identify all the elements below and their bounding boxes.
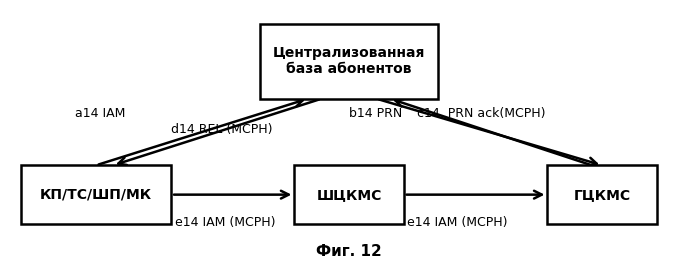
Text: a14 IAM: a14 IAM (75, 107, 126, 120)
Text: e14 IAM (MCPH): e14 IAM (MCPH) (407, 216, 507, 229)
Text: Централизованная
база абонентов: Централизованная база абонентов (273, 46, 425, 76)
Text: ШЦКМС: ШЦКМС (316, 188, 382, 202)
FancyBboxPatch shape (21, 165, 171, 224)
Text: e14 IAM (MCPH): e14 IAM (MCPH) (174, 216, 275, 229)
Text: КП/ТС/ШП/МК: КП/ТС/ШП/МК (40, 188, 152, 202)
FancyBboxPatch shape (260, 24, 438, 99)
Text: ГЦКМС: ГЦКМС (574, 188, 631, 202)
FancyBboxPatch shape (547, 165, 657, 224)
Text: Фиг. 12: Фиг. 12 (316, 244, 382, 259)
Text: b14 PRN: b14 PRN (349, 107, 402, 120)
FancyBboxPatch shape (295, 165, 403, 224)
Text: c14  PRN ack(MCPH): c14 PRN ack(MCPH) (417, 107, 546, 120)
Text: d14 REL (MCPH): d14 REL (MCPH) (171, 123, 273, 136)
